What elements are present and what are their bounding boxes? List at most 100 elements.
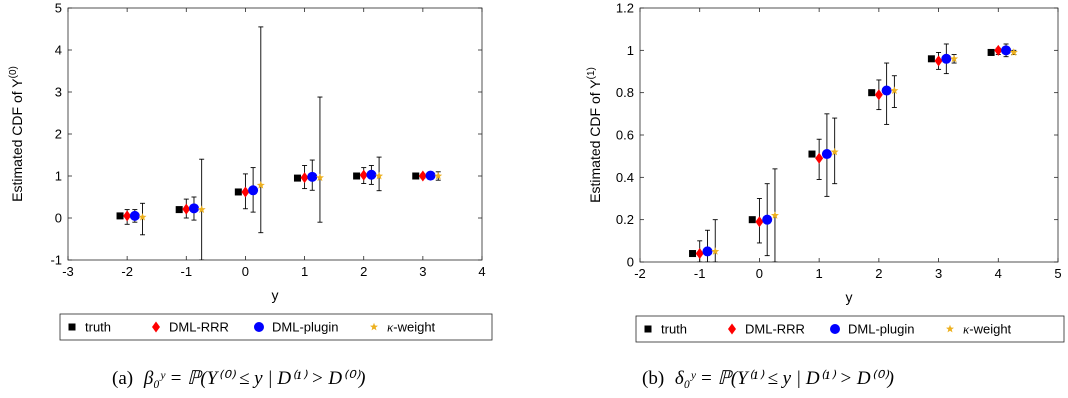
y-tick-label: 5	[55, 1, 62, 16]
truth-point	[353, 172, 361, 180]
x-tick-label: 3	[935, 266, 942, 281]
truth-point	[293, 174, 301, 182]
x-tick-label: 0	[756, 266, 763, 281]
kappa-weight-point	[950, 54, 959, 63]
panel-a-y-axis-label-sup: (0)	[8, 66, 19, 78]
truth-point	[987, 48, 995, 56]
dml-rrr-point	[994, 44, 1003, 56]
panel-b-caption-formula: δ₀ʸ = ℙ(Y⁽¹⁾ ≤ y | D⁽¹⁾ > D⁽⁰⁾)	[675, 368, 894, 389]
legend-label-kappa-weight: κ-weight	[963, 322, 1012, 337]
kappa-weight-point	[375, 171, 384, 180]
legend-label-dml-plugin: DML-plugin	[272, 320, 338, 335]
x-tick-label: 1	[301, 264, 308, 279]
panel-b-legend: truth DML-RRR DML-plugin κ-weight	[635, 315, 1065, 343]
truth-point	[808, 150, 816, 158]
y-tick-label: 2	[55, 127, 62, 142]
truth-point	[868, 89, 876, 97]
dml-rrr-point	[755, 216, 764, 228]
panel-b-y-axis-label: Estimated CDF of Y(1)	[586, 67, 603, 203]
legend-label-dml-plugin: DML-plugin	[848, 322, 914, 337]
kappa-weight-point	[1009, 48, 1018, 56]
legend-label-truth: truth	[661, 322, 687, 337]
dml-rrr-point	[418, 170, 427, 182]
y-tick-label: 4	[55, 43, 62, 58]
legend-marker	[830, 324, 840, 334]
legend-marker	[946, 324, 954, 333]
truth-point	[689, 250, 697, 258]
legend-marker	[644, 325, 652, 333]
dml-plugin-point	[702, 246, 713, 257]
truth-point	[116, 212, 124, 220]
kappa-weight-point	[434, 171, 443, 180]
truth-point	[748, 216, 756, 224]
panel-b-marks	[689, 43, 1018, 262]
y-tick-label: 0	[627, 255, 634, 270]
panel-a-axes-box	[67, 7, 483, 261]
dml-plugin-point	[366, 169, 377, 180]
y-tick-label: 0.6	[616, 128, 634, 143]
panel-a-x-axis-label: y	[272, 287, 279, 303]
legend-label-dml-rrr: DML-RRR	[745, 322, 805, 337]
dml-plugin-point	[188, 203, 199, 214]
kappa-weight-point	[830, 147, 839, 156]
kappa-weight-point	[315, 173, 324, 182]
x-tick-label: -1	[181, 264, 193, 279]
panel-b-caption-label: (b)	[642, 368, 664, 389]
dml-rrr-point	[300, 172, 309, 184]
y-tick-label: 0.2	[616, 212, 634, 227]
legend-marker	[152, 321, 160, 333]
y-tick-label: 1	[55, 169, 62, 184]
kappa-weight-point	[138, 212, 147, 221]
x-tick-label: -2	[634, 266, 646, 281]
kappa-weight-point	[256, 181, 265, 189]
kappa-weight-point	[711, 247, 720, 255]
truth-point	[927, 55, 935, 63]
panel-b-caption: (b) δ₀ʸ = ℙ(Y⁽¹⁾ ≤ y | D⁽¹⁾ > D⁽⁰⁾)	[642, 368, 894, 389]
y-tick-label: 0.4	[616, 170, 634, 185]
y-tick-label: 0.8	[616, 85, 634, 100]
dml-rrr-point	[874, 89, 883, 101]
x-tick-label: 1	[816, 266, 823, 281]
panel-a-y-axis-label-main: Estimated CDF of Y	[9, 78, 25, 202]
x-tick-label: -3	[62, 264, 74, 279]
truth-point	[234, 188, 242, 196]
panel-a-caption-label: (a)	[112, 368, 133, 389]
dml-plugin-point	[1001, 45, 1012, 56]
legend-label-dml-rrr: DML-RRR	[169, 320, 229, 335]
panel-a-marks	[116, 26, 443, 260]
dml-plugin-point	[307, 171, 318, 182]
truth-point	[175, 206, 183, 214]
dml-rrr-point	[241, 186, 250, 198]
x-tick-label: -1	[694, 266, 706, 281]
kappa-weight-point	[890, 86, 899, 94]
dml-plugin-point	[821, 149, 832, 160]
panel-b-y-axis-label-sup: (1)	[586, 67, 597, 79]
x-tick-label: 4	[478, 264, 485, 279]
x-tick-label: 4	[995, 266, 1002, 281]
x-tick-label: 2	[875, 266, 882, 281]
panel-b-ticks: -2 -1 0 1 2 3 4 5 0 0.2 0.4 0.6 0.8 1 1.2	[616, 1, 1062, 282]
y-tick-label: 3	[55, 85, 62, 100]
panel-b-chart: -2 -1 0 1 2 3 4 5 0 0.2 0.4 0.6 0.8 1 1.2 y Estimated …	[586, 1, 1065, 389]
y-tick-label: -1	[50, 253, 62, 268]
x-tick-label: 0	[242, 264, 249, 279]
dml-plugin-point	[248, 185, 259, 196]
dml-plugin-point	[941, 53, 952, 64]
dml-plugin-point	[129, 210, 140, 221]
panel-b-x-axis-label: y	[846, 289, 853, 305]
dml-plugin-point	[425, 170, 436, 181]
panel-b-y-axis-label-main: Estimated CDF of Y	[587, 79, 603, 203]
dml-rrr-point	[695, 248, 704, 260]
y-tick-label: 1.2	[616, 1, 634, 16]
panel-a-caption: (a) β₀ʸ = ℙ(Y⁽⁰⁾ ≤ y | D⁽¹⁾ > D⁽⁰⁾)	[112, 368, 365, 389]
x-tick-label: 2	[360, 264, 367, 279]
panel-b-plot-area	[639, 7, 1059, 263]
x-tick-label: 3	[419, 264, 426, 279]
panel-b-axes-box	[639, 7, 1059, 263]
kappa-weight-point	[770, 211, 779, 219]
legend-label-truth: truth	[85, 320, 111, 335]
legend-marker	[370, 322, 378, 331]
dml-plugin-point	[881, 85, 892, 96]
legend-marker	[68, 323, 76, 331]
panel-b-legend-box	[635, 315, 1065, 343]
